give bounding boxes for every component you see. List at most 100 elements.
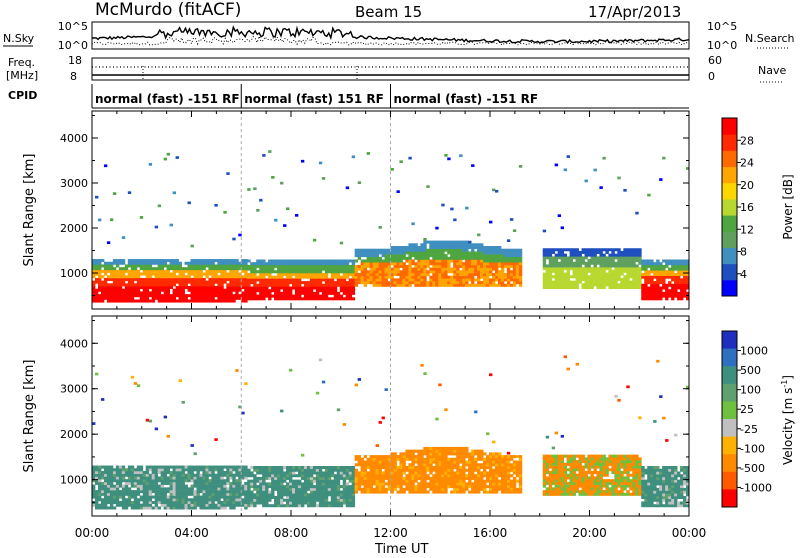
power-cell — [295, 297, 298, 300]
velocity-cell — [495, 482, 498, 485]
power-cell — [295, 273, 298, 276]
power-cell — [92, 264, 95, 267]
power-cell — [573, 275, 576, 278]
power-cell — [459, 257, 462, 260]
power-cell — [408, 268, 411, 271]
velocity-cell — [217, 498, 220, 501]
velocity-cell — [352, 488, 355, 491]
power-cell — [474, 268, 477, 271]
power-cell — [626, 281, 629, 284]
power-cell — [408, 260, 411, 263]
power-cell — [489, 278, 492, 281]
power-cell — [674, 278, 677, 281]
power-cell — [149, 270, 152, 273]
power-cell — [629, 251, 632, 254]
power-cell — [262, 289, 265, 292]
velocity-cell — [137, 498, 140, 501]
power-cell — [555, 264, 558, 267]
power-cell — [304, 284, 307, 287]
power-cell — [107, 294, 110, 297]
power-cell — [232, 286, 235, 289]
power-cell — [495, 257, 498, 260]
power-cell — [423, 251, 426, 254]
velocity-cell — [334, 482, 337, 485]
power-cell — [95, 289, 98, 292]
velocity-cell — [134, 471, 137, 474]
power-cell — [301, 268, 304, 271]
velocity-cell — [480, 450, 483, 453]
power-cell — [513, 229, 516, 232]
power-cell — [489, 249, 492, 252]
velocity-cell — [134, 479, 137, 482]
velocity-cell — [265, 485, 268, 488]
power-cell — [376, 281, 379, 284]
power-cell — [128, 294, 131, 297]
velocity-cell — [316, 466, 319, 469]
velocity-cell — [391, 452, 394, 455]
power-cell — [158, 273, 161, 276]
power-cell — [238, 294, 241, 297]
velocity-cell — [337, 485, 340, 488]
power-cell — [399, 262, 402, 265]
power-cell — [125, 286, 128, 289]
velocity-cell — [319, 504, 322, 507]
velocity-cell — [546, 466, 549, 469]
velocity-cell — [274, 485, 277, 488]
power-cell — [665, 292, 668, 295]
velocity-cell — [217, 493, 220, 496]
velocity-cell — [235, 498, 238, 501]
power-cell — [322, 278, 325, 281]
velocity-cell — [423, 477, 426, 480]
power-cell — [423, 260, 426, 263]
velocity-cell — [179, 498, 182, 501]
velocity-cell — [316, 496, 319, 499]
power-cell — [343, 265, 346, 268]
velocity-cell — [113, 490, 116, 493]
power-cell — [199, 262, 202, 265]
power-cell — [671, 292, 674, 295]
power-cell — [582, 283, 585, 286]
power-cell — [241, 278, 244, 281]
power-cell — [364, 265, 367, 268]
power-cell — [235, 297, 238, 300]
power-cell — [361, 278, 364, 281]
power-cell — [104, 270, 107, 273]
velocity-cell — [110, 482, 113, 485]
power-cell — [385, 265, 388, 268]
velocity-cell — [507, 466, 510, 469]
power-cell — [376, 273, 379, 276]
power-cell — [176, 294, 179, 297]
velocity-cell — [95, 504, 98, 507]
velocity-cell — [211, 479, 214, 482]
power-cell — [298, 295, 301, 298]
power-cell — [441, 260, 444, 263]
velocity-cell — [343, 493, 346, 496]
velocity-cell — [280, 493, 283, 496]
power-cell — [435, 254, 438, 257]
velocity-cell — [244, 482, 247, 485]
velocity-cell — [420, 474, 423, 477]
velocity-cell — [185, 466, 188, 469]
power-cell — [447, 251, 450, 254]
velocity-cell — [361, 463, 364, 466]
velocity-cell — [411, 491, 414, 494]
power-cell — [283, 224, 286, 227]
power-cell — [217, 275, 220, 278]
power-cell — [617, 254, 620, 257]
power-cell — [677, 276, 680, 279]
power-cell — [501, 262, 504, 265]
power-cell — [382, 270, 385, 273]
power-cell — [483, 284, 486, 287]
power-cell — [286, 297, 289, 300]
velocity-cell — [283, 491, 286, 494]
velocity-cell — [223, 466, 226, 469]
velocity-cell — [92, 496, 95, 499]
power-cell — [185, 267, 188, 270]
velocity-cell — [205, 506, 208, 509]
velocity-cell — [229, 482, 232, 485]
power-cell — [352, 273, 355, 276]
velocity-cell — [543, 482, 546, 485]
velocity-cell — [205, 490, 208, 493]
power-cell — [155, 297, 158, 300]
velocity-cell — [355, 485, 358, 488]
